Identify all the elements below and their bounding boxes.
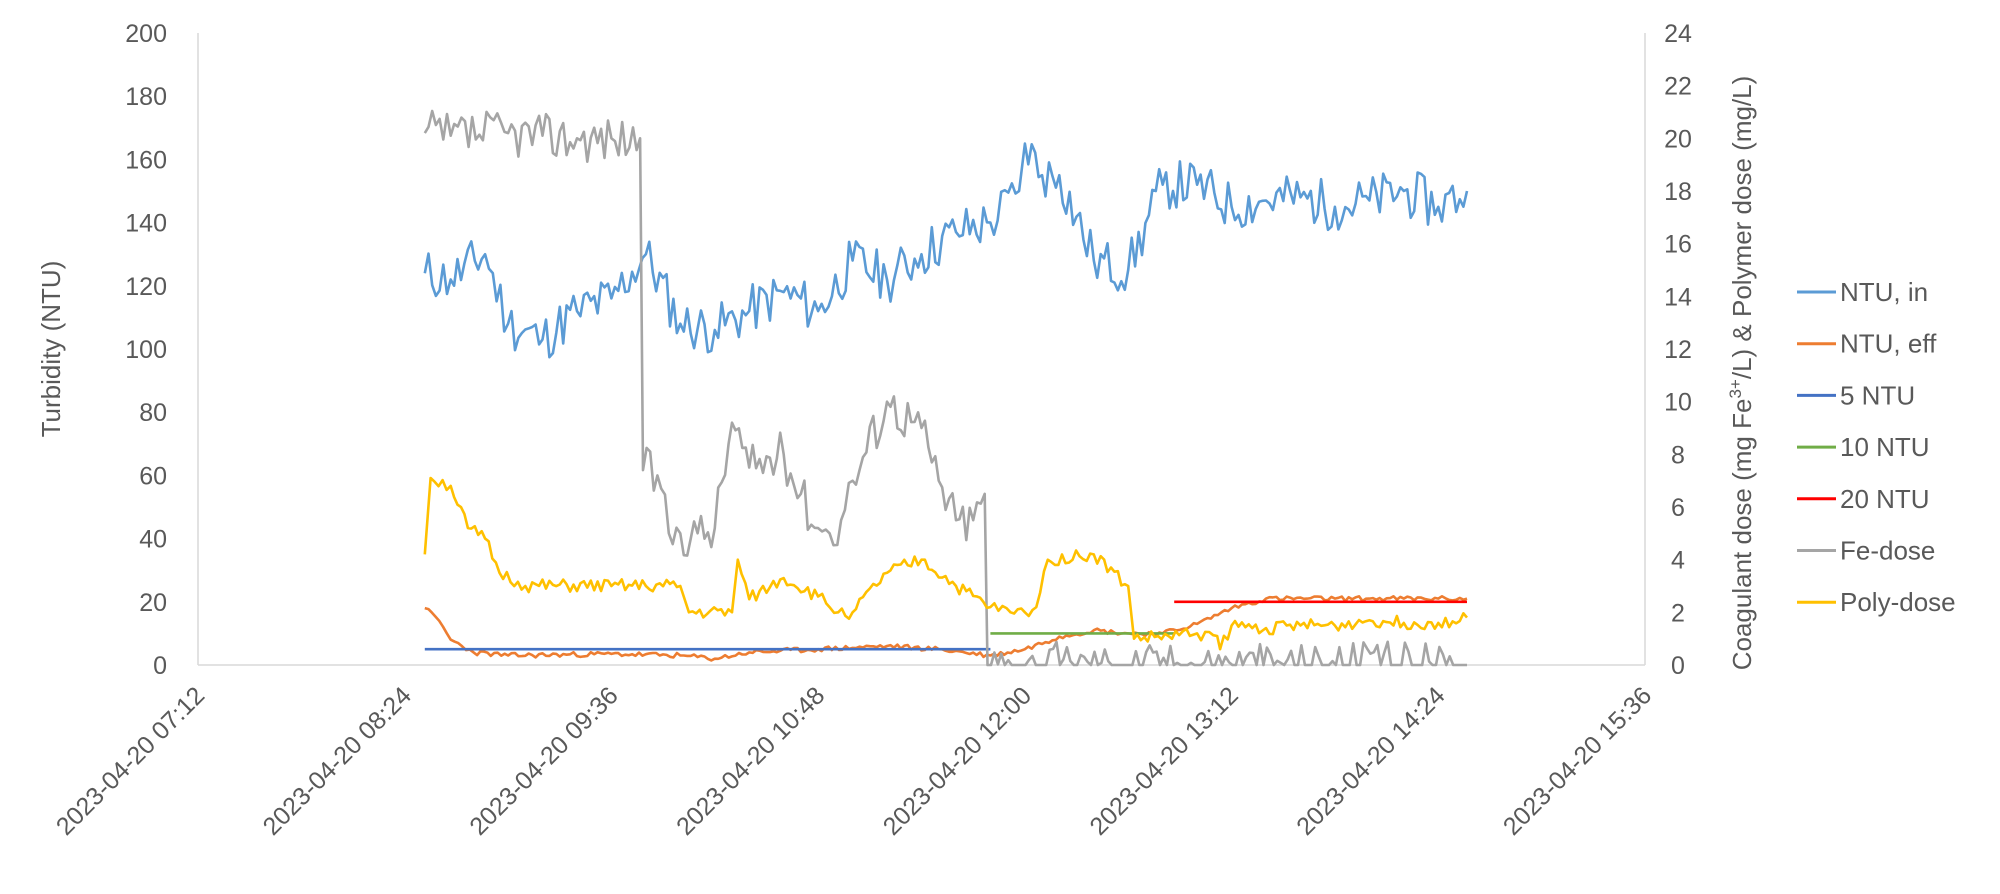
y2-tick-label: 22 [1664, 73, 1692, 101]
series-line-fe-dose [423, 109, 1467, 667]
y2-tick-label: 10 [1664, 389, 1692, 417]
series-lines [423, 109, 1469, 667]
y2-tick-label: 8 [1671, 441, 1685, 469]
series-line-ntu-in [423, 142, 1469, 359]
y2-tick-label: 2 [1671, 599, 1685, 627]
y2-tick-label: 4 [1671, 547, 1685, 575]
y2-tick-label: 18 [1664, 178, 1692, 206]
left-axis-tick-labels: 0 20 40 60 80 100 120 140 160 180 200 [125, 20, 167, 680]
x-tick-label: 2023-04-20 13:12 [1084, 681, 1243, 840]
y-tick-label: 100 [125, 336, 167, 364]
y2-tick-label: 14 [1664, 283, 1692, 311]
series-line-ntu-eff [424, 595, 1468, 662]
right-axis-title-superscript: 3+ [1726, 379, 1745, 398]
right-axis-title: Coagulant dose (mg Fe3+/L) & Polymer dos… [1726, 76, 1757, 671]
x-tick-label: 2023-04-20 07:12 [51, 681, 210, 840]
y2-tick-label: 6 [1671, 494, 1685, 522]
legend: NTU, in NTU, eff 5 NTU 10 NTU 20 NTU Fe-dose P… [1797, 277, 1956, 617]
y-tick-label: 140 [125, 210, 167, 238]
legend-label: 20 NTU [1840, 484, 1930, 514]
x-tick-label: 2023-04-20 10:48 [671, 681, 830, 840]
legend-label: Poly-dose [1840, 587, 1956, 617]
y2-tick-label: 0 [1671, 652, 1685, 680]
y2-tick-label: 20 [1664, 125, 1692, 153]
y2-tick-label: 12 [1664, 336, 1692, 364]
y-tick-label: 60 [139, 462, 167, 490]
y-tick-label: 0 [153, 652, 167, 680]
legend-label: 5 NTU [1840, 380, 1915, 410]
x-tick-label: 2023-04-20 09:36 [464, 681, 623, 840]
y-tick-label: 80 [139, 399, 167, 427]
y2-tick-label: 24 [1664, 20, 1692, 48]
x-axis-tick-labels: 2023-04-20 07:12 2023-04-20 08:24 2023-04-… [51, 681, 1657, 840]
y-tick-label: 180 [125, 83, 167, 111]
legend-label: NTU, eff [1840, 329, 1937, 359]
x-tick-label: 2023-04-20 08:24 [258, 681, 417, 840]
y-tick-label: 160 [125, 146, 167, 174]
x-tick-label: 2023-04-20 12:00 [878, 681, 1037, 840]
y-tick-label: 20 [139, 589, 167, 617]
y2-tick-label: 16 [1664, 231, 1692, 259]
x-tick-label: 2023-04-20 15:36 [1498, 681, 1657, 840]
y-tick-label: 40 [139, 526, 167, 554]
y-tick-label: 200 [125, 20, 167, 48]
x-tick-label: 2023-04-20 14:24 [1291, 681, 1450, 840]
right-axis-title-part2: /L) & Polymer dose (mg/L) [1727, 76, 1757, 379]
axes [197, 33, 1646, 666]
left-axis-title: Turbidity (NTU) [36, 261, 66, 438]
y-tick-label: 120 [125, 273, 167, 301]
legend-label: NTU, in [1840, 277, 1928, 307]
right-axis-title-part1: Coagulant dose (mg Fe [1727, 399, 1757, 671]
legend-label: 10 NTU [1840, 432, 1930, 462]
series-line-poly-dose [423, 476, 1468, 651]
legend-label: Fe-dose [1840, 536, 1935, 566]
